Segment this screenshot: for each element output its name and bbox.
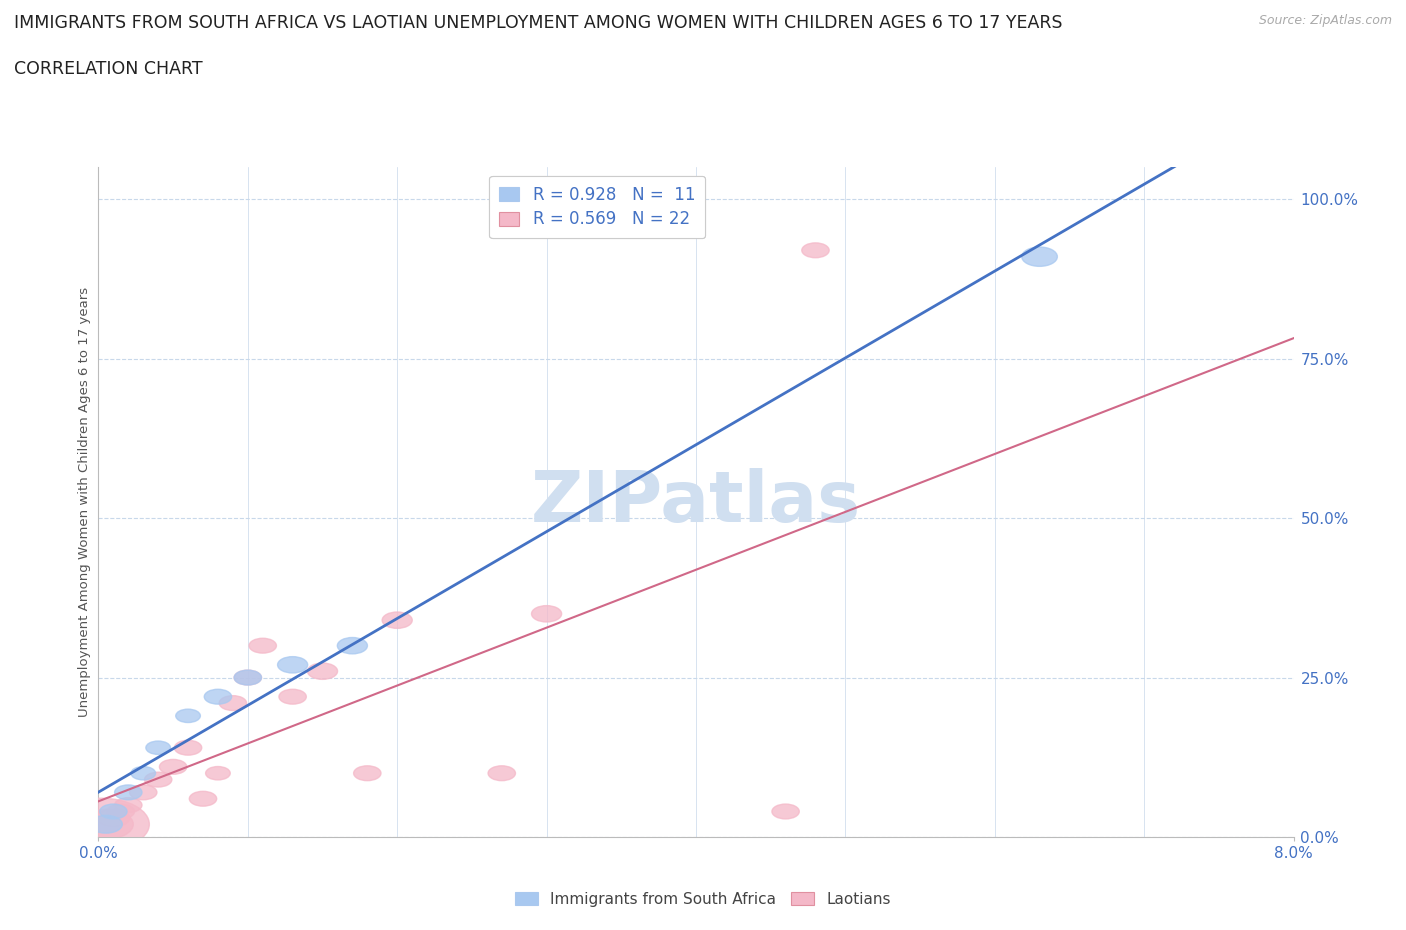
Y-axis label: Unemployment Among Women with Children Ages 6 to 17 years: Unemployment Among Women with Children A…	[79, 287, 91, 717]
Ellipse shape	[337, 637, 367, 654]
Legend: Immigrants from South Africa, Laotians: Immigrants from South Africa, Laotians	[509, 886, 897, 913]
Ellipse shape	[107, 804, 135, 819]
Text: IMMIGRANTS FROM SOUTH AFRICA VS LAOTIAN UNEMPLOYMENT AMONG WOMEN WITH CHILDREN A: IMMIGRANTS FROM SOUTH AFRICA VS LAOTIAN …	[14, 14, 1063, 32]
Ellipse shape	[190, 791, 217, 806]
Ellipse shape	[115, 798, 142, 813]
Ellipse shape	[801, 243, 830, 258]
Ellipse shape	[174, 740, 201, 755]
Ellipse shape	[205, 766, 231, 780]
Ellipse shape	[79, 809, 134, 839]
Ellipse shape	[235, 671, 262, 685]
Ellipse shape	[90, 816, 122, 833]
Ellipse shape	[382, 612, 412, 629]
Ellipse shape	[159, 760, 187, 775]
Ellipse shape	[278, 689, 307, 704]
Ellipse shape	[53, 798, 149, 850]
Ellipse shape	[145, 772, 172, 787]
Text: ZIPatlas: ZIPatlas	[531, 468, 860, 537]
Ellipse shape	[1022, 247, 1057, 266]
Text: Source: ZipAtlas.com: Source: ZipAtlas.com	[1258, 14, 1392, 27]
Ellipse shape	[354, 765, 381, 780]
Text: CORRELATION CHART: CORRELATION CHART	[14, 60, 202, 78]
Ellipse shape	[488, 765, 516, 780]
Legend: R = 0.928   N =  11, R = 0.569   N = 22: R = 0.928 N = 11, R = 0.569 N = 22	[489, 176, 704, 238]
Ellipse shape	[219, 696, 246, 711]
Ellipse shape	[115, 785, 142, 800]
Ellipse shape	[97, 809, 129, 827]
Ellipse shape	[204, 689, 232, 704]
Ellipse shape	[129, 785, 157, 800]
Ellipse shape	[100, 804, 127, 819]
Ellipse shape	[235, 671, 262, 685]
Ellipse shape	[277, 657, 308, 673]
Ellipse shape	[531, 605, 561, 622]
Ellipse shape	[308, 663, 337, 680]
Ellipse shape	[131, 766, 156, 780]
Ellipse shape	[772, 804, 799, 819]
Ellipse shape	[176, 710, 201, 723]
Ellipse shape	[146, 741, 170, 754]
Ellipse shape	[249, 638, 277, 653]
